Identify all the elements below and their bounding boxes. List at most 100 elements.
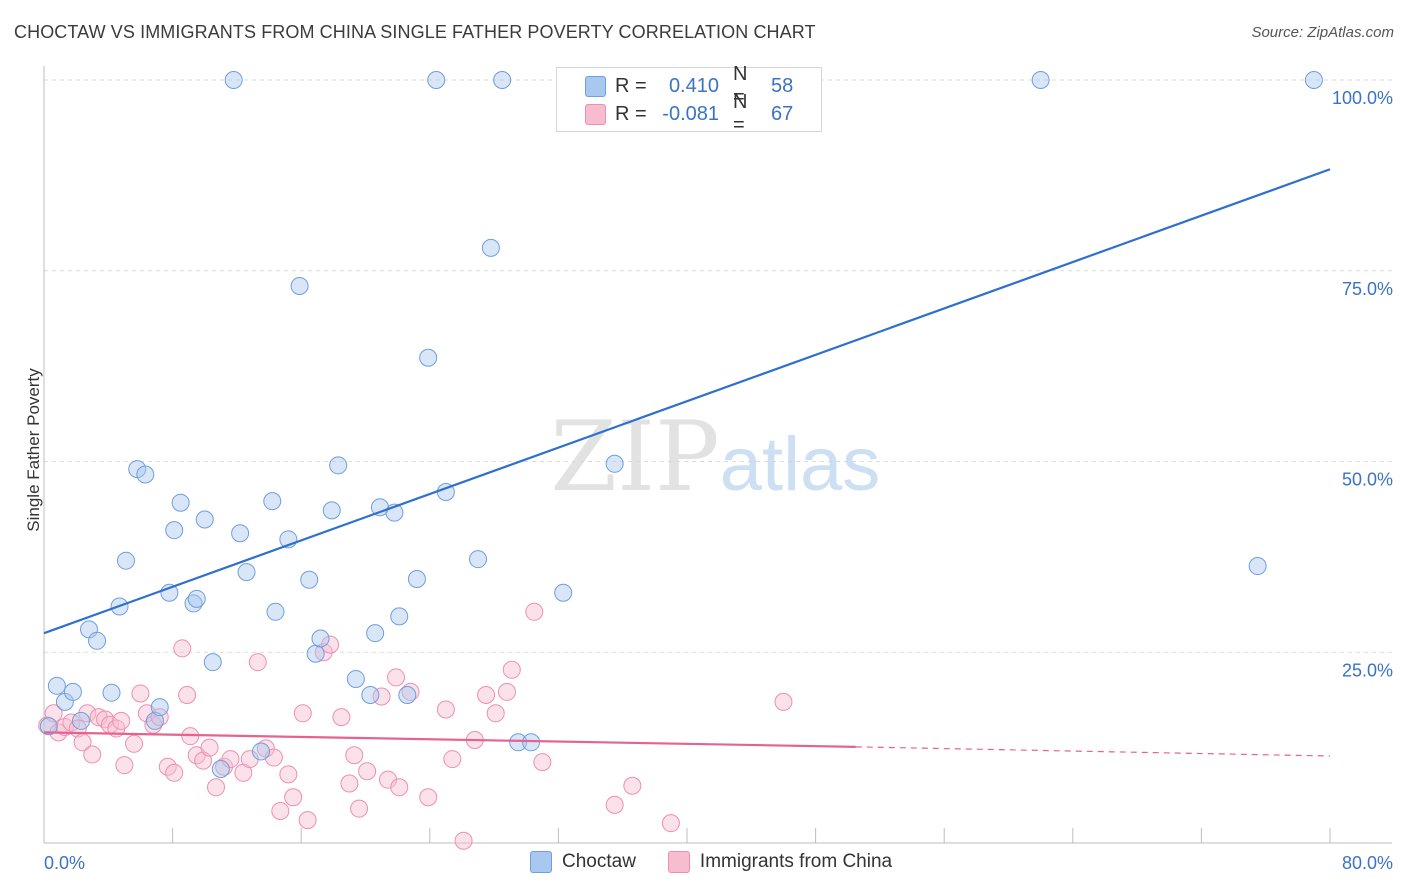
n-value: 67 bbox=[771, 102, 794, 125]
data-point bbox=[497, 682, 516, 701]
data-point bbox=[322, 501, 341, 520]
data-point bbox=[178, 685, 197, 704]
data-point bbox=[306, 644, 325, 663]
source-credit: Source: ZipAtlas.com bbox=[1251, 24, 1394, 41]
data-point bbox=[493, 71, 512, 89]
chart-title: CHOCTAW VS IMMIGRANTS FROM CHINA SINGLE … bbox=[14, 22, 816, 42]
trend-line-china bbox=[43, 731, 856, 748]
data-point bbox=[237, 563, 256, 582]
stats-swatch-china bbox=[585, 103, 606, 125]
y-axis-label: Single Father Poverty bbox=[24, 368, 43, 532]
data-point bbox=[427, 71, 446, 89]
data-point bbox=[71, 711, 90, 730]
data-point bbox=[554, 583, 573, 602]
data-point bbox=[1248, 557, 1267, 576]
data-point bbox=[203, 653, 222, 672]
data-point bbox=[358, 762, 377, 781]
stats-legend: R = 0.410 N = 58 R = -0.081 N = 67 bbox=[556, 63, 822, 136]
data-point bbox=[623, 776, 642, 795]
data-point bbox=[47, 676, 66, 695]
legend-item-china[interactable]: Immigrants from China bbox=[667, 851, 892, 873]
data-point bbox=[165, 763, 184, 782]
data-point bbox=[533, 753, 552, 772]
data-point bbox=[340, 774, 359, 793]
r-value: -0.081 bbox=[662, 102, 719, 125]
data-point bbox=[298, 811, 317, 830]
data-point bbox=[211, 759, 230, 778]
data-point bbox=[350, 799, 369, 818]
n-label: N = bbox=[733, 63, 748, 108]
data-point bbox=[116, 551, 135, 570]
n-value: 58 bbox=[771, 74, 794, 97]
data-point bbox=[387, 668, 406, 687]
data-point bbox=[266, 602, 285, 621]
watermark: ZIP atlas bbox=[550, 401, 880, 513]
data-point bbox=[150, 698, 169, 717]
data-point bbox=[293, 704, 312, 723]
tick-labels: 100.0% 75.0% 50.0% 25.0% 0.0% 80.0% bbox=[44, 88, 1393, 873]
data-point bbox=[290, 277, 309, 296]
legend-swatch-choctaw bbox=[530, 851, 552, 873]
data-point bbox=[469, 550, 488, 569]
data-point bbox=[321, 635, 340, 654]
data-point bbox=[398, 685, 417, 704]
n-label: N = bbox=[733, 91, 748, 136]
y-tick-label: 75.0% bbox=[1342, 279, 1393, 299]
data-point bbox=[248, 653, 267, 672]
legend-swatch-china bbox=[667, 851, 690, 873]
data-point bbox=[372, 687, 391, 706]
legend-item-choctaw[interactable]: Choctaw bbox=[530, 851, 636, 873]
r-value: 0.410 bbox=[668, 74, 719, 97]
data-point bbox=[481, 238, 500, 257]
data-point bbox=[443, 750, 462, 769]
data-point bbox=[1031, 71, 1050, 89]
bottom-legend: Choctaw Immigrants from China bbox=[530, 851, 914, 873]
data-point bbox=[173, 639, 192, 658]
data-point bbox=[271, 801, 290, 820]
data-point bbox=[605, 795, 624, 814]
data-point bbox=[419, 788, 438, 807]
data-point bbox=[165, 521, 184, 540]
data-point bbox=[284, 788, 303, 807]
data-point bbox=[125, 734, 144, 753]
legend-label-choctaw: Choctaw bbox=[562, 851, 636, 872]
data-point bbox=[221, 750, 240, 769]
y-tick-label: 50.0% bbox=[1342, 470, 1393, 490]
data-point bbox=[171, 493, 190, 512]
data-point bbox=[661, 814, 680, 833]
data-point bbox=[263, 492, 282, 511]
data-point bbox=[486, 704, 505, 723]
r-label: R = bbox=[615, 102, 647, 125]
watermark-atlas: atlas bbox=[720, 422, 881, 507]
data-point bbox=[311, 629, 330, 648]
x-tick-label: 0.0% bbox=[44, 853, 85, 873]
data-point bbox=[332, 708, 351, 727]
series-immigrants-from-china bbox=[38, 602, 793, 850]
data-point bbox=[454, 831, 473, 850]
data-point bbox=[231, 524, 250, 543]
data-point bbox=[187, 589, 206, 608]
data-point bbox=[63, 682, 82, 701]
data-point bbox=[605, 454, 624, 473]
data-point bbox=[345, 746, 364, 765]
y-axis-label-wrap: Single Father Poverty bbox=[14, 300, 44, 600]
data-point bbox=[88, 631, 107, 650]
y-tick-label: 100.0% bbox=[1332, 88, 1393, 108]
data-point bbox=[200, 738, 219, 757]
data-point bbox=[390, 607, 409, 626]
data-point bbox=[55, 718, 74, 737]
data-point bbox=[252, 742, 271, 761]
x-tick-label: 80.0% bbox=[1342, 853, 1393, 873]
stats-swatch-choctaw bbox=[585, 75, 606, 97]
data-point bbox=[401, 682, 420, 701]
r-label: R = bbox=[615, 74, 647, 97]
trend-line-china-extrapolated bbox=[855, 746, 1331, 757]
watermark-zip: ZIP bbox=[550, 401, 719, 513]
data-point bbox=[390, 778, 409, 797]
series-choctaw bbox=[39, 71, 1323, 778]
data-point bbox=[207, 778, 226, 797]
data-point bbox=[78, 704, 97, 723]
data-point bbox=[366, 624, 385, 643]
data-point bbox=[509, 733, 528, 752]
